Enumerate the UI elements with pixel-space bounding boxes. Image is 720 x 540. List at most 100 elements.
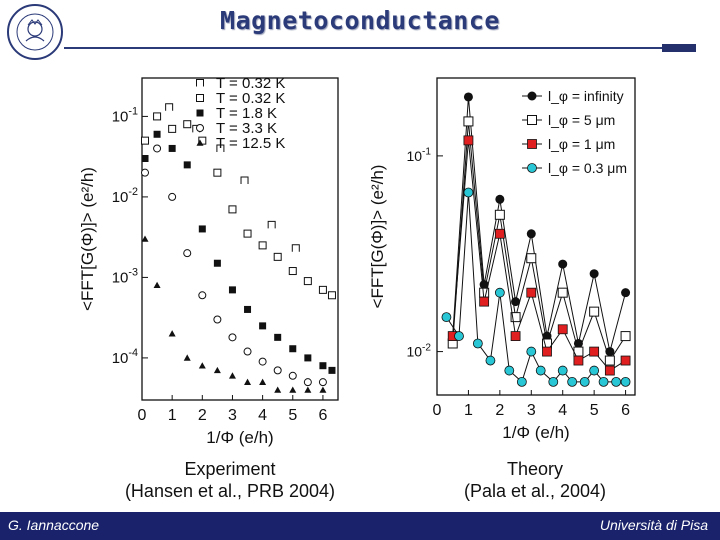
x-tick-label: 6 <box>621 402 630 419</box>
data-point <box>573 355 584 366</box>
data-point <box>557 324 568 335</box>
series-line <box>452 121 626 362</box>
data-point <box>589 346 600 357</box>
data-point <box>153 112 162 121</box>
data-point <box>318 285 327 294</box>
data-point <box>589 365 600 376</box>
y-tick-label: 10-2 <box>112 186 138 206</box>
data-point <box>244 378 252 385</box>
data-point <box>168 144 176 152</box>
data-point <box>168 192 177 201</box>
x-tick-label: 0 <box>138 407 147 424</box>
experiment-chart: 0 1 2 3 4 5 6 10-1 10-2 10-3 10-4 1/Φ (e/h) <FFT[G(Φ… <box>78 75 339 447</box>
data-point <box>258 357 267 366</box>
data-point <box>303 277 312 286</box>
data-point <box>228 372 236 379</box>
data-point <box>153 144 162 153</box>
data-point <box>620 331 631 342</box>
series-3 <box>447 135 631 376</box>
legend-entry: T = 1.8 K <box>216 105 277 122</box>
data-point <box>463 135 474 146</box>
data-point <box>620 376 631 387</box>
series-5 <box>141 235 327 393</box>
legend-marker <box>196 124 204 132</box>
legend: T = 0.32 KT = 0.32 KT = 1.8 KT = 3.3 KT … <box>196 75 285 152</box>
theory-caption-line1: Theory <box>506 459 564 479</box>
data-point <box>463 187 474 198</box>
data-point <box>504 365 515 376</box>
data-point <box>165 103 174 111</box>
data-point <box>604 365 615 376</box>
plot-group: 0 1 2 3 4 5 6 10-1 10-2 1/Φ (e/h) <FFT[G(Φ)]> (e²/… <box>368 77 636 442</box>
y-tick-label: 10-3 <box>112 267 138 287</box>
plot-frame <box>141 77 339 401</box>
x-tick-label: 4 <box>258 407 267 424</box>
data-point <box>168 124 177 133</box>
data-point <box>328 366 336 374</box>
plot-group: 0 1 2 3 4 5 6 10-1 10-2 10-3 10-4 1/Φ (e/h) <FFT[G(Φ… <box>78 75 339 447</box>
data-point <box>228 205 237 214</box>
data-point <box>183 161 191 169</box>
legend-entry: T = 12.5 K <box>216 135 285 152</box>
legend-entry: T = 0.32 K <box>216 75 285 92</box>
x-tick-label: 3 <box>228 407 237 424</box>
data-point <box>288 371 297 380</box>
legend-marker <box>196 79 204 87</box>
data-point <box>289 386 297 393</box>
data-point <box>303 378 312 387</box>
theory-chart: 0 1 2 3 4 5 6 10-1 10-2 1/Φ (e/h) <FFT[G(Φ)]> (e²/… <box>368 77 636 442</box>
data-point <box>319 386 327 393</box>
x-tick-label: 1 <box>168 407 177 424</box>
series-3 <box>141 130 336 374</box>
legend-marker <box>527 91 537 101</box>
data-point <box>228 286 236 294</box>
data-point <box>141 235 149 242</box>
data-point <box>567 376 578 387</box>
data-point <box>454 331 464 341</box>
y-axis-label: <FFT[G(Φ)]> (e²/h) <box>78 167 97 311</box>
legend-marker <box>527 139 537 149</box>
data-point <box>291 244 300 252</box>
data-point <box>243 229 252 238</box>
data-point <box>288 267 297 276</box>
legend-marker <box>527 163 537 173</box>
data-point <box>463 92 473 102</box>
data-point <box>494 287 505 298</box>
data-point <box>558 259 568 269</box>
legend-entry: l_φ = 5 μm <box>548 112 615 128</box>
data-point <box>579 376 590 387</box>
data-point <box>463 116 474 127</box>
data-point <box>258 241 267 250</box>
legend-entry: T = 3.3 K <box>216 120 277 137</box>
data-point <box>168 330 176 337</box>
data-point <box>319 362 327 370</box>
data-point <box>494 228 505 239</box>
title-divider-accent <box>662 44 696 52</box>
data-point <box>589 306 600 317</box>
data-point <box>542 346 552 357</box>
data-point <box>267 220 276 229</box>
data-point <box>485 355 496 366</box>
x-tick-label: 4 <box>558 402 567 419</box>
data-point <box>153 130 161 138</box>
data-point <box>589 269 599 279</box>
data-point <box>183 249 192 258</box>
x-tick-label: 0 <box>433 402 442 419</box>
x-tick-label: 5 <box>288 407 297 424</box>
data-point <box>327 291 336 300</box>
x-tick-label: 1 <box>464 402 473 419</box>
data-point <box>548 376 559 387</box>
data-point <box>213 168 222 177</box>
y-tick-label: 10-1 <box>406 147 431 164</box>
data-point <box>535 365 546 376</box>
y-tick-label: 10-2 <box>406 342 431 359</box>
footer-institution: Università di Pisa <box>599 517 708 533</box>
data-point <box>213 315 222 324</box>
data-point <box>141 155 149 162</box>
footer-author: G. Iannaccone <box>8 517 100 533</box>
x-tick-label: 5 <box>590 402 599 419</box>
plot-frame <box>436 77 636 396</box>
series-4 <box>441 187 631 387</box>
data-point <box>304 354 312 362</box>
data-point <box>243 347 252 356</box>
